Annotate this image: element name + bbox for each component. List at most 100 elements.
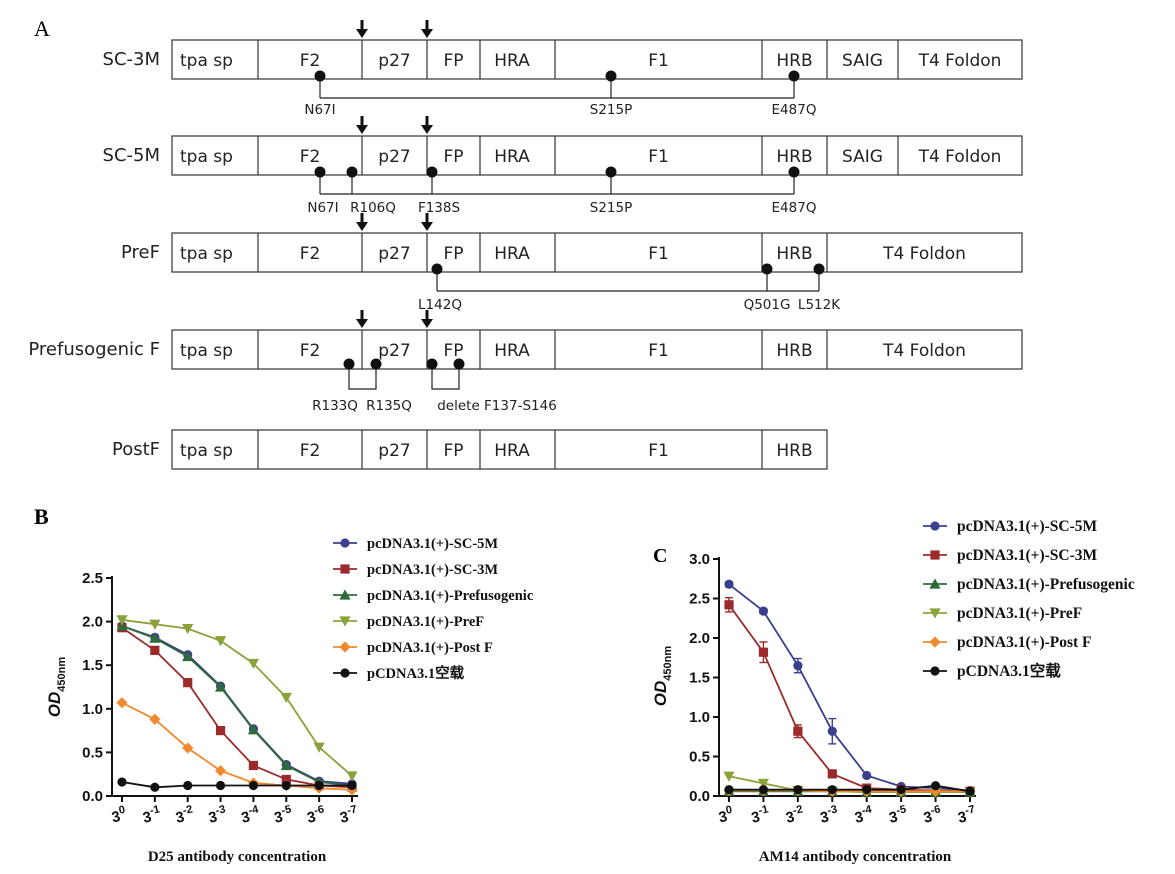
- data-point: [281, 774, 291, 785]
- construct-bar: [171, 329, 1023, 370]
- legend-label: pcDNA3.1(+)-PreF: [367, 614, 484, 630]
- legend-label: pcDNA3.1(+)-SC-3M: [367, 562, 498, 578]
- y-tick-label: 1.5: [689, 670, 710, 687]
- data-point: [346, 771, 358, 782]
- mutation-dot: [314, 166, 326, 178]
- domain-label: T4 Foldon: [882, 341, 966, 361]
- x-tick-base: 3: [888, 808, 900, 826]
- data-point: [930, 521, 940, 531]
- domain-label: F1: [648, 441, 669, 461]
- data-point: [248, 780, 259, 791]
- domain-label: T4 Foldon: [918, 147, 1002, 167]
- mutation-dot: [761, 263, 773, 275]
- x-tick-base: 3: [110, 808, 122, 826]
- y-tick-label: 2.5: [82, 570, 103, 587]
- data-point: [929, 608, 941, 619]
- x-tick-exponent: -7: [346, 803, 358, 817]
- x-tick-label: 3-1: [749, 803, 771, 826]
- domain-label: tpa sp: [180, 441, 233, 461]
- domain-label: tpa sp: [180, 341, 233, 361]
- data-point: [116, 697, 128, 709]
- mutation-label: L512K: [798, 297, 841, 313]
- x-tick-label: 3-2: [174, 803, 196, 826]
- mutation-bracket: [348, 364, 377, 390]
- x-tick-label: 30: [717, 804, 735, 827]
- domain-label: F2: [300, 244, 321, 264]
- mutation-dot: [343, 358, 355, 370]
- x-tick-base: 3: [207, 808, 219, 826]
- x-tick-base: 3: [784, 808, 796, 826]
- domain-label: T4 Foldon: [882, 244, 966, 264]
- x-tick-exponent: -6: [313, 803, 325, 817]
- construct-name: Prefusogenic F: [28, 339, 160, 360]
- domain-label: HRB: [776, 147, 812, 167]
- data-point: [247, 724, 260, 735]
- domain-label: HRA: [494, 147, 530, 167]
- y-tick-label: 0.5: [689, 749, 710, 766]
- data-point: [214, 765, 227, 777]
- data-point: [965, 786, 975, 796]
- data-point: [930, 666, 940, 676]
- chart-b: 0.00.51.01.52.02.530 3-1 3-2 3-3 3-4 3-5 3-6 3-…: [45, 536, 534, 865]
- domain-label: HRB: [776, 244, 812, 264]
- data-point: [758, 785, 769, 795]
- x-tick-base: 3: [717, 808, 729, 826]
- data-point: [930, 781, 941, 791]
- data-point: [215, 780, 226, 791]
- data-point: [724, 785, 734, 795]
- domain-label: F1: [648, 147, 669, 167]
- y-tick-label: 2.0: [82, 614, 103, 631]
- legend-label: pcDNA3.1(+)-Post F: [367, 640, 493, 656]
- domain-label: HRA: [494, 441, 530, 461]
- legend-label: pcDNA3.1(+)-SC-3M: [957, 547, 1097, 564]
- mutation-label: R135Q: [366, 398, 412, 414]
- data-point: [214, 636, 227, 647]
- domain-label: tpa sp: [180, 51, 233, 71]
- data-point: [862, 785, 872, 795]
- data-point: [150, 645, 160, 655]
- mutation-label: Q501G: [744, 297, 791, 313]
- x-tick-label: 3-3: [206, 803, 228, 826]
- x-tick-base: 3: [853, 808, 865, 826]
- data-point: [149, 619, 161, 630]
- x-tick-exponent: -6: [930, 803, 942, 817]
- x-tick-label: 3-5: [887, 803, 909, 826]
- mutation-label: E487Q: [772, 102, 817, 118]
- domain-label: HRA: [494, 244, 530, 264]
- data-point: [340, 564, 350, 574]
- data-point: [724, 579, 734, 589]
- mutation-dot: [605, 70, 617, 82]
- construct-bar: [171, 429, 828, 470]
- mutation-dot: [605, 166, 617, 178]
- mutation-label: E487Q: [772, 200, 817, 216]
- data-point: [182, 742, 194, 754]
- x-tick-base: 3: [273, 808, 285, 826]
- data-point: [280, 759, 292, 771]
- data-point: [214, 681, 227, 692]
- x-tick-exponent: -4: [861, 803, 874, 817]
- cleavage-arrow-head: [421, 319, 433, 328]
- domain-label: tpa sp: [180, 147, 233, 167]
- construct-name: SC-3M: [103, 49, 160, 70]
- x-tick-label: 30: [110, 804, 128, 827]
- mutation-dot: [788, 166, 800, 178]
- mutation-label: N67I: [304, 102, 335, 118]
- data-point: [182, 623, 194, 635]
- y-tick-label: 0.0: [82, 788, 103, 805]
- x-tick-exponent: -5: [280, 803, 292, 817]
- x-tick-label: 3-7: [956, 803, 978, 826]
- x-tick-exponent: -1: [757, 803, 769, 817]
- y-tick-label: 2.0: [689, 630, 710, 647]
- series-line: [729, 784, 971, 793]
- data-point: [183, 780, 193, 791]
- domain-label: FP: [443, 244, 463, 264]
- data-point: [116, 615, 128, 626]
- y-tick-label: 0.0: [689, 788, 710, 805]
- mutation-dot: [788, 70, 800, 82]
- data-point: [340, 668, 350, 678]
- data-point: [313, 742, 325, 753]
- x-axis-label: D25 antibody concentration: [148, 849, 327, 865]
- data-point: [827, 726, 837, 736]
- construct-name: PostF: [112, 439, 160, 460]
- series-line: [121, 619, 353, 777]
